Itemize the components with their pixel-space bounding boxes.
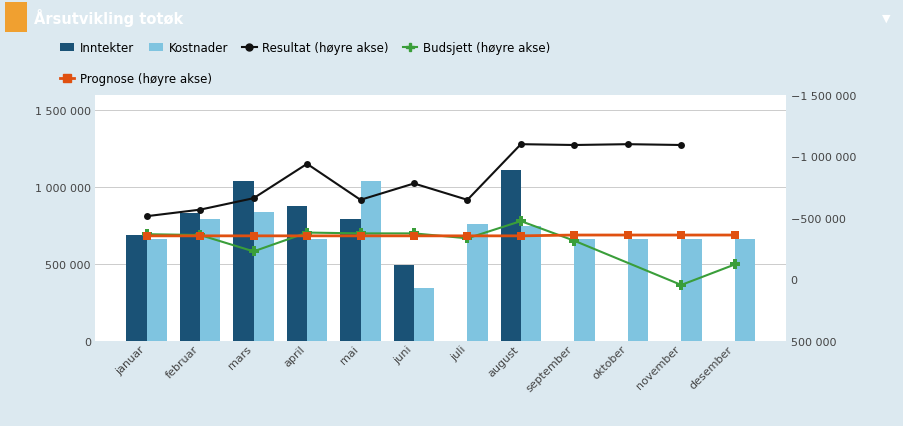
Bar: [467, 225, 488, 341]
Bar: [340, 220, 360, 341]
Text: Årsutvikling totøk: Årsutvikling totøk: [34, 9, 183, 27]
Bar: [307, 240, 327, 341]
Bar: [627, 240, 647, 341]
Bar: [520, 226, 541, 341]
Bar: [286, 206, 307, 341]
Bar: [360, 181, 380, 341]
Bar: [5, 3, 27, 33]
Text: ▼: ▼: [881, 13, 889, 23]
Bar: [233, 181, 254, 341]
Bar: [180, 214, 200, 341]
Bar: [200, 220, 220, 341]
Bar: [126, 235, 146, 341]
Bar: [681, 240, 701, 341]
Bar: [146, 240, 167, 341]
Bar: [734, 240, 754, 341]
Bar: [393, 266, 414, 341]
Bar: [573, 240, 594, 341]
Bar: [254, 212, 274, 341]
Legend: Prognose (høyre akse): Prognose (høyre akse): [61, 73, 212, 86]
Bar: [500, 171, 520, 341]
Bar: [414, 289, 433, 341]
